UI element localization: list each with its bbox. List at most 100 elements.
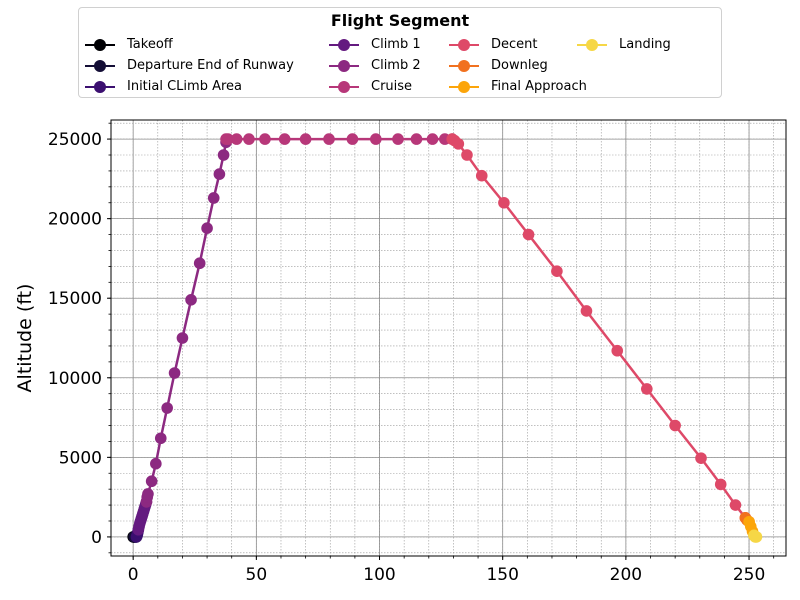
legend-label: Cruise — [371, 79, 413, 94]
data-point — [426, 133, 439, 145]
data-point — [278, 133, 291, 145]
y-axis-label: Altitude (ft) — [14, 284, 36, 393]
series-landing — [748, 529, 763, 543]
data-point — [611, 344, 624, 357]
series-line — [451, 138, 747, 519]
legend-marker — [94, 59, 106, 72]
legend-item: Cruise — [329, 76, 412, 97]
data-point — [222, 133, 234, 145]
y-tick-label: 15000 — [48, 289, 102, 309]
legend: Flight Segment Takeoff Departure End of R… — [78, 7, 722, 98]
y-tick-label: 25000 — [48, 130, 102, 150]
data-point — [299, 133, 312, 145]
plot-frame — [110, 119, 787, 557]
data-point — [392, 133, 404, 145]
legend-swatch — [85, 59, 115, 72]
legend-label: Climb 1 — [371, 37, 421, 52]
y-tick-label: 10000 — [48, 369, 102, 389]
legend-marker — [458, 59, 470, 72]
legend-item: Downleg — [449, 55, 548, 76]
x-tick-label: 150 — [486, 565, 518, 585]
legend-marker — [458, 80, 470, 93]
data-point — [346, 133, 359, 145]
data-point — [259, 133, 271, 145]
legend-marker — [94, 38, 106, 51]
series-climb-2 — [140, 136, 232, 508]
legend-marker — [338, 38, 350, 51]
legend-label: Climb 2 — [371, 58, 421, 73]
data-point — [714, 478, 727, 491]
data-point — [168, 367, 181, 379]
data-point — [161, 402, 173, 414]
legend-item: Climb 1 — [329, 34, 421, 55]
legend-swatch — [329, 59, 359, 72]
legend-item: Climb 2 — [329, 55, 421, 76]
legend-item: Takeoff — [85, 34, 173, 55]
data-point — [551, 265, 563, 277]
legend-label: Departure End of Runway — [127, 58, 294, 73]
legend-marker — [338, 80, 350, 93]
data-point — [641, 383, 653, 395]
series-cruise — [220, 133, 458, 145]
legend-label: Initial CLimb Area — [127, 79, 243, 94]
legend-item: Landing — [577, 34, 671, 55]
data-point — [580, 305, 593, 317]
legend-swatch — [85, 38, 115, 51]
data-point — [217, 149, 230, 161]
data-point — [522, 228, 535, 241]
legend-swatch — [449, 38, 479, 51]
legend-swatch — [329, 38, 359, 51]
data-point — [150, 457, 162, 470]
grid-layer — [111, 120, 786, 556]
data-point — [243, 133, 255, 145]
legend-swatch — [577, 38, 607, 51]
legend-swatch — [449, 59, 479, 72]
data-point — [750, 531, 763, 543]
y-tick-label: 20000 — [48, 210, 102, 230]
data-point — [669, 419, 681, 432]
legend-swatch — [449, 80, 479, 93]
data-point — [498, 196, 510, 209]
legend-marker — [338, 59, 350, 72]
series-line — [145, 142, 228, 503]
legend-label: Final Approach — [491, 79, 587, 94]
data-point — [410, 133, 423, 145]
legend-label: Downleg — [491, 58, 548, 73]
data-point — [695, 452, 707, 464]
data-point — [370, 133, 382, 145]
data-point — [193, 257, 206, 270]
x-tick-label: 200 — [610, 565, 642, 585]
data-point — [475, 169, 488, 182]
legend-label: Takeoff — [127, 37, 173, 52]
x-tick-label: 50 — [246, 565, 268, 585]
legend-marker — [458, 38, 470, 51]
data-point — [154, 432, 167, 445]
legend-swatch — [329, 80, 359, 93]
x-tick-label: 250 — [733, 565, 765, 585]
data-point — [201, 222, 213, 235]
legend-item: Departure End of Runway — [85, 55, 294, 76]
y-tick-label: 0 — [91, 528, 102, 548]
series-decent — [446, 133, 752, 524]
legend-swatch — [85, 80, 115, 93]
data-point — [452, 138, 465, 150]
legend-item: Initial CLimb Area — [85, 76, 242, 97]
legend-item: Final Approach — [449, 76, 587, 97]
data-point — [142, 488, 154, 500]
legend-label: Landing — [619, 37, 671, 52]
legend-marker — [586, 38, 598, 51]
legend-label: Decent — [491, 37, 538, 52]
data-point — [729, 499, 742, 511]
legend-item: Decent — [449, 34, 538, 55]
data-point — [461, 149, 473, 161]
data-point — [185, 294, 197, 306]
data-point — [207, 192, 220, 204]
data-point — [323, 133, 335, 145]
x-tick-label: 100 — [363, 565, 395, 585]
x-tick-label: 0 — [128, 565, 139, 585]
legend-title: Flight Segment — [330, 11, 470, 30]
tick-layer: 0 50 100 150 200 250 0 5000 10000 15000 20000 25000 — [48, 122, 775, 585]
y-tick-label: 5000 — [59, 448, 102, 468]
data-point — [213, 168, 226, 180]
